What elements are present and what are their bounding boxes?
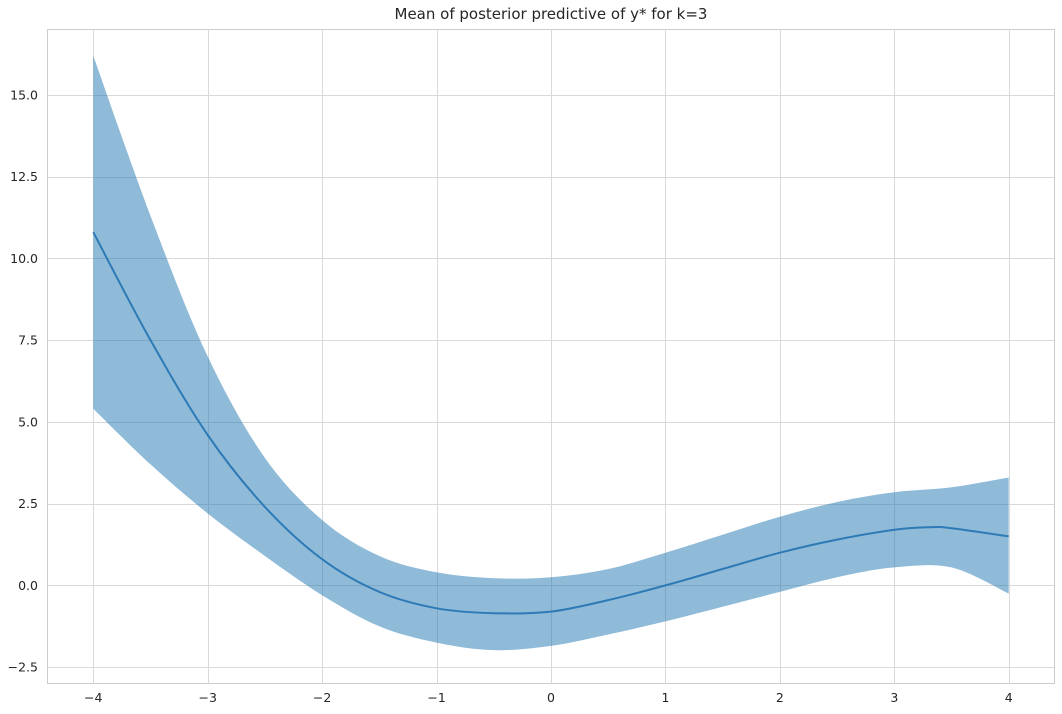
y-tick-label: 2.5 xyxy=(18,496,38,511)
y-tick-label: 12.5 xyxy=(10,169,38,184)
x-tick-label: 3 xyxy=(890,690,898,705)
x-tick-label: −2 xyxy=(313,690,331,705)
x-tick-label: 2 xyxy=(776,690,784,705)
y-tick-label: 10.0 xyxy=(10,251,38,266)
x-tick-label: −1 xyxy=(427,690,445,705)
y-axis-ticks: −2.5 0.0 2.5 5.0 7.5 10.0 12.5 15.0 xyxy=(8,87,38,674)
y-tick-label: 0.0 xyxy=(18,578,38,593)
chart-title: Mean of posterior predictive of y* for k… xyxy=(395,5,708,23)
x-tick-label: 1 xyxy=(661,690,669,705)
x-tick-label: −3 xyxy=(198,690,216,705)
series-layer xyxy=(92,55,1009,651)
y-tick-label: 7.5 xyxy=(18,333,38,348)
y-tick-label: −2.5 xyxy=(8,660,38,675)
x-tick-label: 4 xyxy=(1005,690,1013,705)
y-tick-label: 5.0 xyxy=(18,414,38,429)
x-tick-label: −4 xyxy=(84,690,102,705)
y-tick-label: 15.0 xyxy=(10,87,38,102)
mean-line xyxy=(92,231,1009,615)
x-axis-ticks: −4 −3 −2 −1 0 1 2 3 4 xyxy=(84,690,1013,705)
x-tick-label: 0 xyxy=(547,690,555,705)
